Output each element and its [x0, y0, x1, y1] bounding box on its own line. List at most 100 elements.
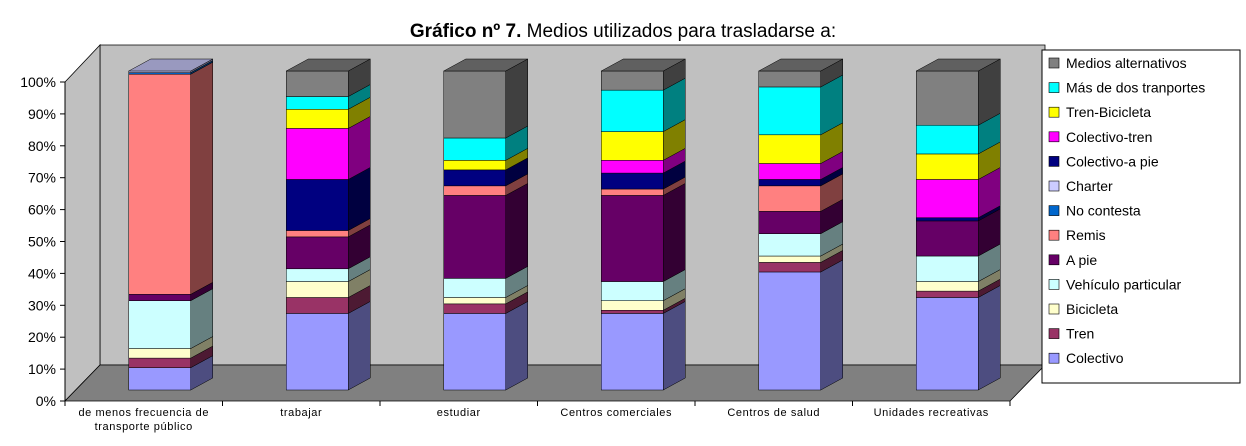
bar-top [601, 58, 686, 72]
bar-segment [286, 84, 371, 110]
bar-segment [758, 122, 843, 164]
bar-segment [286, 167, 371, 231]
bar-front [916, 290, 979, 298]
bar-side [505, 58, 528, 139]
bar-front [286, 179, 349, 231]
bar-front [286, 96, 349, 110]
bar-segment [443, 182, 528, 279]
bar-segment [758, 74, 843, 136]
bar-front [916, 255, 979, 282]
legend-label: Charter [1066, 178, 1113, 194]
y-tick-label: 30% [28, 297, 56, 313]
bar-segment [916, 141, 1001, 180]
x-tick-label: Centros de salud [727, 407, 820, 419]
bar-side [978, 285, 1001, 391]
y-tick-label: 80% [28, 138, 56, 154]
legend-swatch [1048, 254, 1060, 266]
y-tick-label: 90% [28, 106, 56, 122]
legend-label: Medios alternativos [1066, 55, 1187, 71]
bar-segment [601, 58, 686, 91]
legend-swatch [1048, 229, 1060, 241]
bar-side [190, 61, 213, 295]
bar-segment [286, 224, 371, 270]
legend-swatch [1048, 180, 1060, 192]
bar-front [916, 153, 979, 180]
bar-segment [443, 58, 528, 139]
legend-label: Bicicleta [1066, 301, 1118, 317]
y-tick-label: 0% [36, 393, 56, 409]
legend-swatch [1048, 57, 1060, 69]
bar-front [443, 278, 506, 298]
x-tick-label: de menos frecuencia de transporte público [78, 407, 209, 433]
bar-front [758, 86, 821, 136]
title-prefix: Gráfico nº 7. [410, 21, 521, 42]
y-tick-label: 20% [28, 329, 56, 345]
bar-front [601, 188, 664, 196]
bar-segment [601, 77, 686, 133]
bar-side [663, 301, 686, 391]
y-tick-label: 100% [20, 74, 56, 90]
bar-front [601, 300, 664, 311]
bar-segment [758, 151, 843, 180]
bar-front [758, 233, 821, 257]
bar-front [601, 160, 664, 174]
bar-side [663, 182, 686, 282]
bar-front [916, 124, 979, 155]
legend-label: Más de dos tranportes [1066, 80, 1205, 96]
bar-top [758, 58, 843, 72]
bar-front [601, 281, 664, 301]
legend-label: Colectivo-a pie [1066, 153, 1159, 169]
bar-segment [286, 115, 371, 180]
bar-front [758, 185, 821, 212]
legend-swatch [1048, 205, 1060, 216]
bar-segment [758, 221, 843, 257]
y-tick-label: 60% [28, 202, 56, 218]
bar-front [286, 268, 349, 282]
bar-segment [443, 265, 528, 298]
bar-front [758, 271, 821, 391]
bar-segment [916, 285, 1001, 391]
bar-front [601, 310, 664, 314]
legend-swatch [1048, 82, 1060, 93]
bar-front [601, 195, 664, 282]
bar-segment [916, 112, 1001, 155]
y-tick-label: 10% [28, 361, 56, 377]
bar-segment [128, 61, 213, 295]
bar-front [758, 70, 821, 88]
bar-front [128, 357, 191, 368]
bar-front [758, 262, 821, 273]
bar-front [601, 89, 664, 132]
y-tick-label: 50% [28, 234, 56, 250]
bar-side [820, 259, 843, 391]
bar-segment [758, 173, 843, 212]
x-tick-label: Centros comerciales [560, 407, 672, 419]
legend-label: Tren-Bicicleta [1066, 104, 1151, 120]
x-tick-label: Unidades recreativas [874, 407, 989, 419]
bar-front [443, 137, 506, 161]
bar-segment [443, 301, 528, 391]
bar-segment [758, 259, 843, 391]
bar-segment [916, 58, 1001, 126]
bar-front [286, 236, 349, 270]
bar-front [286, 297, 349, 314]
bar-segment [916, 208, 1001, 257]
legend-swatch [1048, 106, 1060, 118]
legend-label: Tren [1066, 326, 1094, 342]
bar-segment [128, 288, 213, 349]
bar-segment [601, 119, 686, 161]
bar-front [443, 313, 506, 391]
legend [1041, 49, 1241, 384]
legend-swatch [1048, 131, 1060, 143]
x-tick-label: estudiar [437, 407, 481, 419]
bar-front [443, 160, 506, 171]
bar-front [286, 70, 349, 97]
bar-front [916, 70, 979, 126]
bar-front [601, 313, 664, 391]
bar-front [916, 217, 979, 222]
bar-segment [286, 301, 371, 391]
legend-swatch [1048, 156, 1060, 167]
bar-front [286, 230, 349, 238]
bar-front [128, 367, 191, 391]
bar-front [601, 172, 664, 190]
